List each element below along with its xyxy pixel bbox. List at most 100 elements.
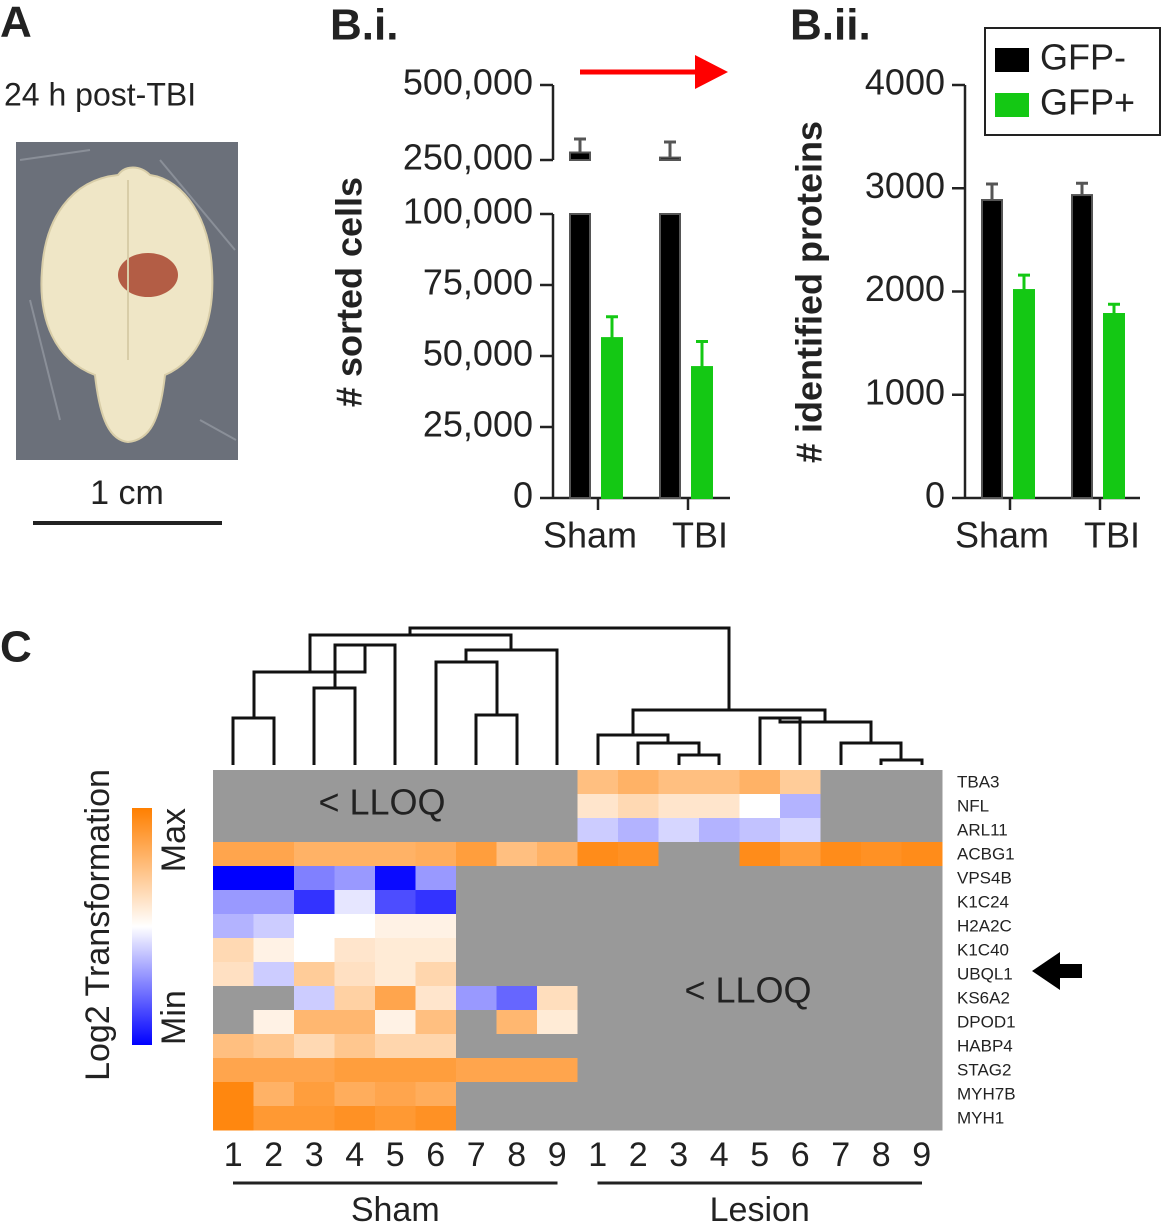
heatmap-cell — [618, 962, 659, 987]
error-bar — [1018, 273, 1030, 291]
heatmap-cell — [820, 818, 862, 843]
heatmap-cell — [415, 866, 457, 891]
heatmap-cell — [739, 938, 781, 963]
y-tick-label: 100,000 — [403, 191, 533, 232]
heatmap-cell — [253, 1082, 295, 1107]
column-label: 5 — [386, 1136, 405, 1174]
heatmap-cell — [820, 1082, 862, 1107]
error-bar — [574, 137, 586, 153]
bar — [1071, 194, 1093, 499]
heatmap-cell — [537, 938, 578, 963]
heatmap-cell — [537, 962, 578, 987]
heatmap-cell — [294, 1082, 335, 1107]
heatmap-cell — [415, 1010, 457, 1035]
heatmap-cell — [496, 986, 538, 1011]
error-bar — [1076, 181, 1088, 196]
heatmap-cell — [456, 1010, 497, 1035]
heatmap-cell — [577, 818, 619, 843]
x-tick-label: Sham — [543, 515, 637, 556]
heatmap-cell — [618, 986, 659, 1011]
y-tick-label: 250,000 — [403, 137, 533, 178]
heatmap-cell — [334, 938, 376, 963]
heatmap-cell — [415, 962, 457, 987]
row-label: KS6A2 — [957, 988, 1010, 1007]
heatmap-cell — [294, 986, 335, 1011]
heatmap-cell — [901, 794, 943, 819]
heatmap-cell — [253, 770, 295, 795]
heatmap-cell — [213, 818, 254, 843]
heatmap-cell — [658, 818, 700, 843]
heatmap-cell — [901, 1058, 943, 1083]
heatmap-cell — [375, 770, 416, 795]
heatmap-cell — [496, 1106, 538, 1131]
heatmap-cell — [334, 890, 376, 915]
heatmap-cell — [780, 1034, 821, 1059]
heatmap-cell — [415, 1082, 457, 1107]
heatmap-cell — [699, 1034, 740, 1059]
bar — [1013, 289, 1035, 499]
y-axis-label: # sorted cells — [329, 177, 370, 407]
heatmap-cell — [213, 890, 254, 915]
heatmap-cell — [253, 1058, 295, 1083]
heatmap-cell — [739, 1010, 781, 1035]
legend-swatch — [995, 48, 1029, 72]
heatmap-cell — [739, 818, 781, 843]
heatmap-cell — [699, 938, 740, 963]
heatmap-cell — [780, 938, 821, 963]
colorbar-label: Log2 Transformation — [79, 769, 117, 1081]
bar — [569, 151, 591, 161]
heatmap-cell — [375, 890, 416, 915]
row-label: K1C40 — [957, 940, 1009, 959]
heatmap-cell — [456, 890, 497, 915]
heatmap-cell — [537, 1082, 578, 1107]
annotation: < LLOQ — [684, 970, 811, 1011]
heatmap-cell — [820, 914, 862, 939]
bar — [1103, 313, 1125, 500]
heatmap-cell — [901, 842, 943, 867]
heatmap-cell — [375, 1010, 416, 1035]
heatmap-cell — [415, 914, 457, 939]
heatmap-cell — [820, 962, 862, 987]
heatmap-cell — [861, 938, 902, 963]
colorbar-tick-label: Max — [155, 808, 193, 872]
arrow — [580, 55, 728, 89]
heatmap-cell — [294, 1058, 335, 1083]
heatmap-cell — [294, 1106, 335, 1131]
heatmap-cell — [496, 1082, 538, 1107]
y-tick-label: 25,000 — [423, 404, 533, 445]
legend-label: GFP+ — [1040, 82, 1135, 123]
column-label: 8 — [507, 1136, 526, 1174]
x-tick-label: TBI — [1084, 515, 1140, 556]
heatmap-cell — [375, 1082, 416, 1107]
error-bar — [1108, 302, 1120, 315]
heatmap-cell — [334, 818, 376, 843]
heatmap-cell — [780, 890, 821, 915]
heatmap-cell — [496, 794, 538, 819]
heatmap-cell — [658, 1010, 700, 1035]
heatmap-cell — [375, 794, 416, 819]
heatmap-cell — [294, 962, 335, 987]
error-bar — [664, 140, 676, 158]
heatmap-cell — [213, 938, 254, 963]
y-tick-label: 2000 — [865, 268, 945, 309]
column-label: 9 — [912, 1136, 931, 1174]
heatmap-cell — [658, 794, 700, 819]
heatmap-cell — [577, 962, 619, 987]
heatmap-cell — [334, 914, 376, 939]
heatmap-cell — [739, 866, 781, 891]
heatmap-cell — [537, 842, 578, 867]
heatmap-cell — [253, 842, 295, 867]
heatmap-cell — [861, 914, 902, 939]
heatmap-cell — [780, 962, 821, 987]
heatmap-cell — [780, 794, 821, 819]
heatmap-cell — [658, 842, 700, 867]
heatmap-cell — [861, 866, 902, 891]
heatmap-cell — [820, 1010, 862, 1035]
heatmap-cell — [820, 890, 862, 915]
heatmap-cell — [618, 938, 659, 963]
heatmap-cell — [294, 1034, 335, 1059]
column-label: 4 — [710, 1136, 729, 1174]
heatmap-cell — [213, 1010, 254, 1035]
bar — [569, 213, 591, 499]
heatmap-cell — [658, 770, 700, 795]
